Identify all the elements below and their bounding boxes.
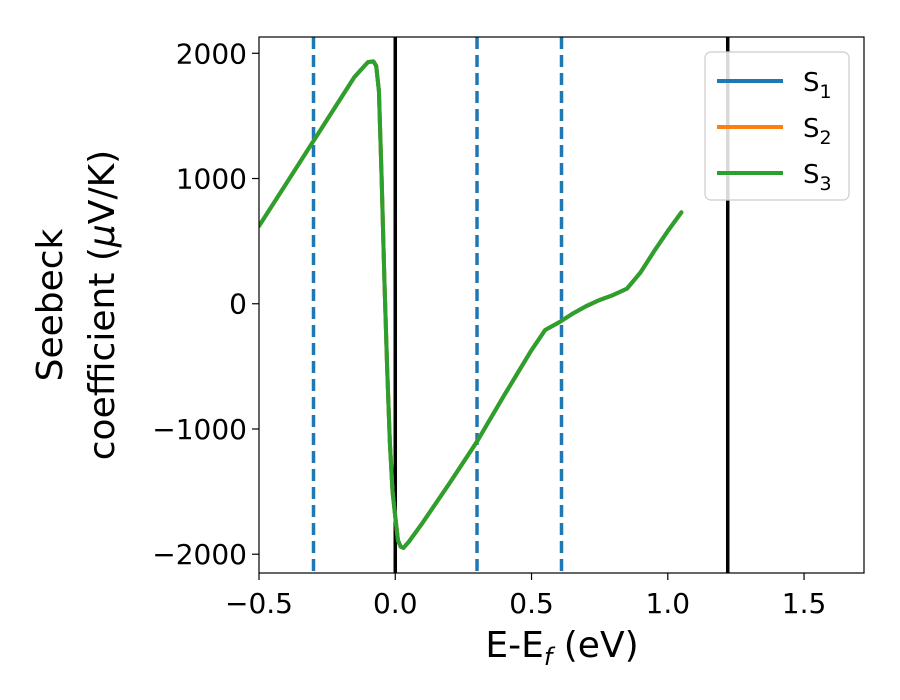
y-tick-label: 1000 bbox=[176, 163, 247, 196]
legend-label-S3: S3 bbox=[803, 160, 832, 195]
y-tick-label: −1000 bbox=[152, 413, 247, 446]
legend-label-S1: S1 bbox=[803, 68, 832, 103]
x-tick-label: 1.5 bbox=[782, 587, 827, 620]
x-axis-ticks: −0.5 0.0 0.5 1.0 1.5 bbox=[225, 573, 826, 620]
y-axis-label-unit: V/K) bbox=[82, 150, 123, 224]
y-axis-label-line2: coefficient (μV/K) bbox=[82, 150, 123, 460]
axes-frame bbox=[258, 36, 865, 574]
x-tick-label: 1.0 bbox=[646, 587, 691, 620]
data-series bbox=[259, 59, 684, 550]
legend: S1 S2 S3 bbox=[704, 51, 850, 201]
y-axis-label-mu: μ bbox=[82, 224, 123, 248]
y-axis-ticks: 2000 1000 0 −1000 −2000 bbox=[152, 37, 259, 571]
x-axis-label: E-Ef (eV) bbox=[485, 625, 638, 671]
y-tick-label: 0 bbox=[229, 288, 247, 321]
y-tick-label: −2000 bbox=[152, 538, 247, 571]
x-tick-label: 0.0 bbox=[373, 587, 418, 620]
legend-label-S2: S2 bbox=[803, 114, 832, 149]
x-tick-label: 0.5 bbox=[509, 587, 554, 620]
y-tick-label: 2000 bbox=[176, 37, 247, 70]
series-line-S3 bbox=[259, 59, 684, 550]
y-axis-label-line1: Seebeck bbox=[30, 228, 71, 381]
x-tick-label: −0.5 bbox=[225, 587, 293, 620]
x-axis-label-unit: (eV) bbox=[552, 625, 638, 666]
y-axis-label: Seebeck coefficient (μV/K) bbox=[30, 150, 123, 460]
